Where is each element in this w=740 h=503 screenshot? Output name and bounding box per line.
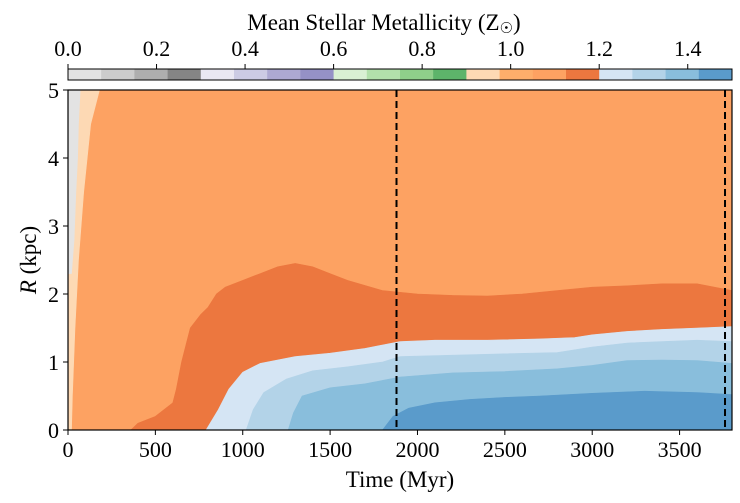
x-tick-label: 1000	[221, 437, 265, 462]
vertical-dashed-lines	[395, 90, 727, 430]
colorbar-swatch	[167, 69, 202, 80]
x-tick-label: 2000	[395, 437, 439, 462]
colorbar-swatch	[433, 69, 467, 80]
colorbar-swatch	[200, 69, 235, 80]
y-tick-label: 3	[48, 214, 59, 239]
x-tick-label: 500	[139, 437, 172, 462]
colorbar-swatch	[267, 69, 301, 80]
x-axis-label: Time (Myr)	[346, 467, 454, 492]
colorbar	[67, 68, 733, 81]
colorbar-swatch	[68, 69, 102, 80]
x-tick-label: 0	[63, 437, 74, 462]
x-tick-label: 2500	[483, 437, 527, 462]
colorbar-swatch	[300, 69, 335, 80]
colorbar-label-text: Mean Stellar Metallicity (Z	[247, 10, 499, 35]
colorbar-tick-label: 1.2	[585, 36, 613, 61]
colorbar-swatch	[333, 69, 368, 80]
x-axis-ticks: 0 500 1000 1500 2000 2500 3000 3500	[63, 430, 702, 462]
colorbar-tick-label: 0.8	[408, 36, 436, 61]
x-tick-label: 3500	[658, 437, 702, 462]
colorbar-swatch	[366, 69, 401, 80]
plot-frame	[67, 89, 733, 431]
colorbar-ticks	[67, 64, 689, 69]
colorbar-swatch	[234, 69, 268, 80]
contour-regions	[68, 90, 732, 430]
colorbar-swatch	[665, 69, 700, 80]
colorbar-label-symbol: ☉	[500, 21, 513, 37]
colorbar-tick-label: 0.6	[320, 36, 348, 61]
y-axis-label-symbol: R	[16, 280, 41, 295]
y-tick-label: 1	[48, 350, 59, 375]
colorbar-swatch	[400, 69, 434, 80]
y-axis-label: R (kpc)	[16, 226, 41, 295]
colorbar-tick-label: 0.0	[54, 36, 82, 61]
x-tick-label: 3000	[570, 437, 614, 462]
colorbar-swatch	[532, 69, 567, 80]
colorbar-swatch	[466, 69, 501, 80]
colorbar-swatch	[599, 69, 633, 80]
colorbar-label: Mean Stellar Metallicity (Z☉)	[247, 10, 520, 37]
colorbar-tick-label: 1.0	[497, 36, 525, 61]
contour-region-1.425-1.5	[382, 390, 732, 430]
y-axis-ticks: 0 1 2 3 4 5	[48, 78, 68, 443]
x-tick-label: 1500	[308, 437, 352, 462]
colorbar-tick-labels: 0.0 0.2 0.4 0.6 0.8 1.0 1.2 1.4	[54, 36, 701, 61]
colorbar-swatch	[566, 69, 600, 80]
colorbar-swatch	[134, 69, 169, 80]
y-tick-label: 2	[48, 282, 59, 307]
y-tick-label: 0	[48, 418, 59, 443]
colorbar-label-close: )	[513, 10, 521, 35]
colorbar-frame	[67, 68, 733, 81]
y-tick-label: 4	[48, 146, 59, 171]
colorbar-tick-label: 0.4	[231, 36, 259, 61]
colorbar-swatch	[101, 69, 135, 80]
y-tick-label: 5	[48, 78, 59, 103]
colorbar-tick-label: 1.4	[674, 36, 702, 61]
colorbar-swatch	[698, 69, 733, 80]
contour-region-0.0-0.075	[68, 90, 81, 274]
colorbar-swatch	[632, 69, 667, 80]
y-axis-label-unit: (kpc)	[16, 226, 41, 280]
colorbar-tick-label: 0.2	[143, 36, 171, 61]
colorbar-swatch	[499, 69, 534, 80]
